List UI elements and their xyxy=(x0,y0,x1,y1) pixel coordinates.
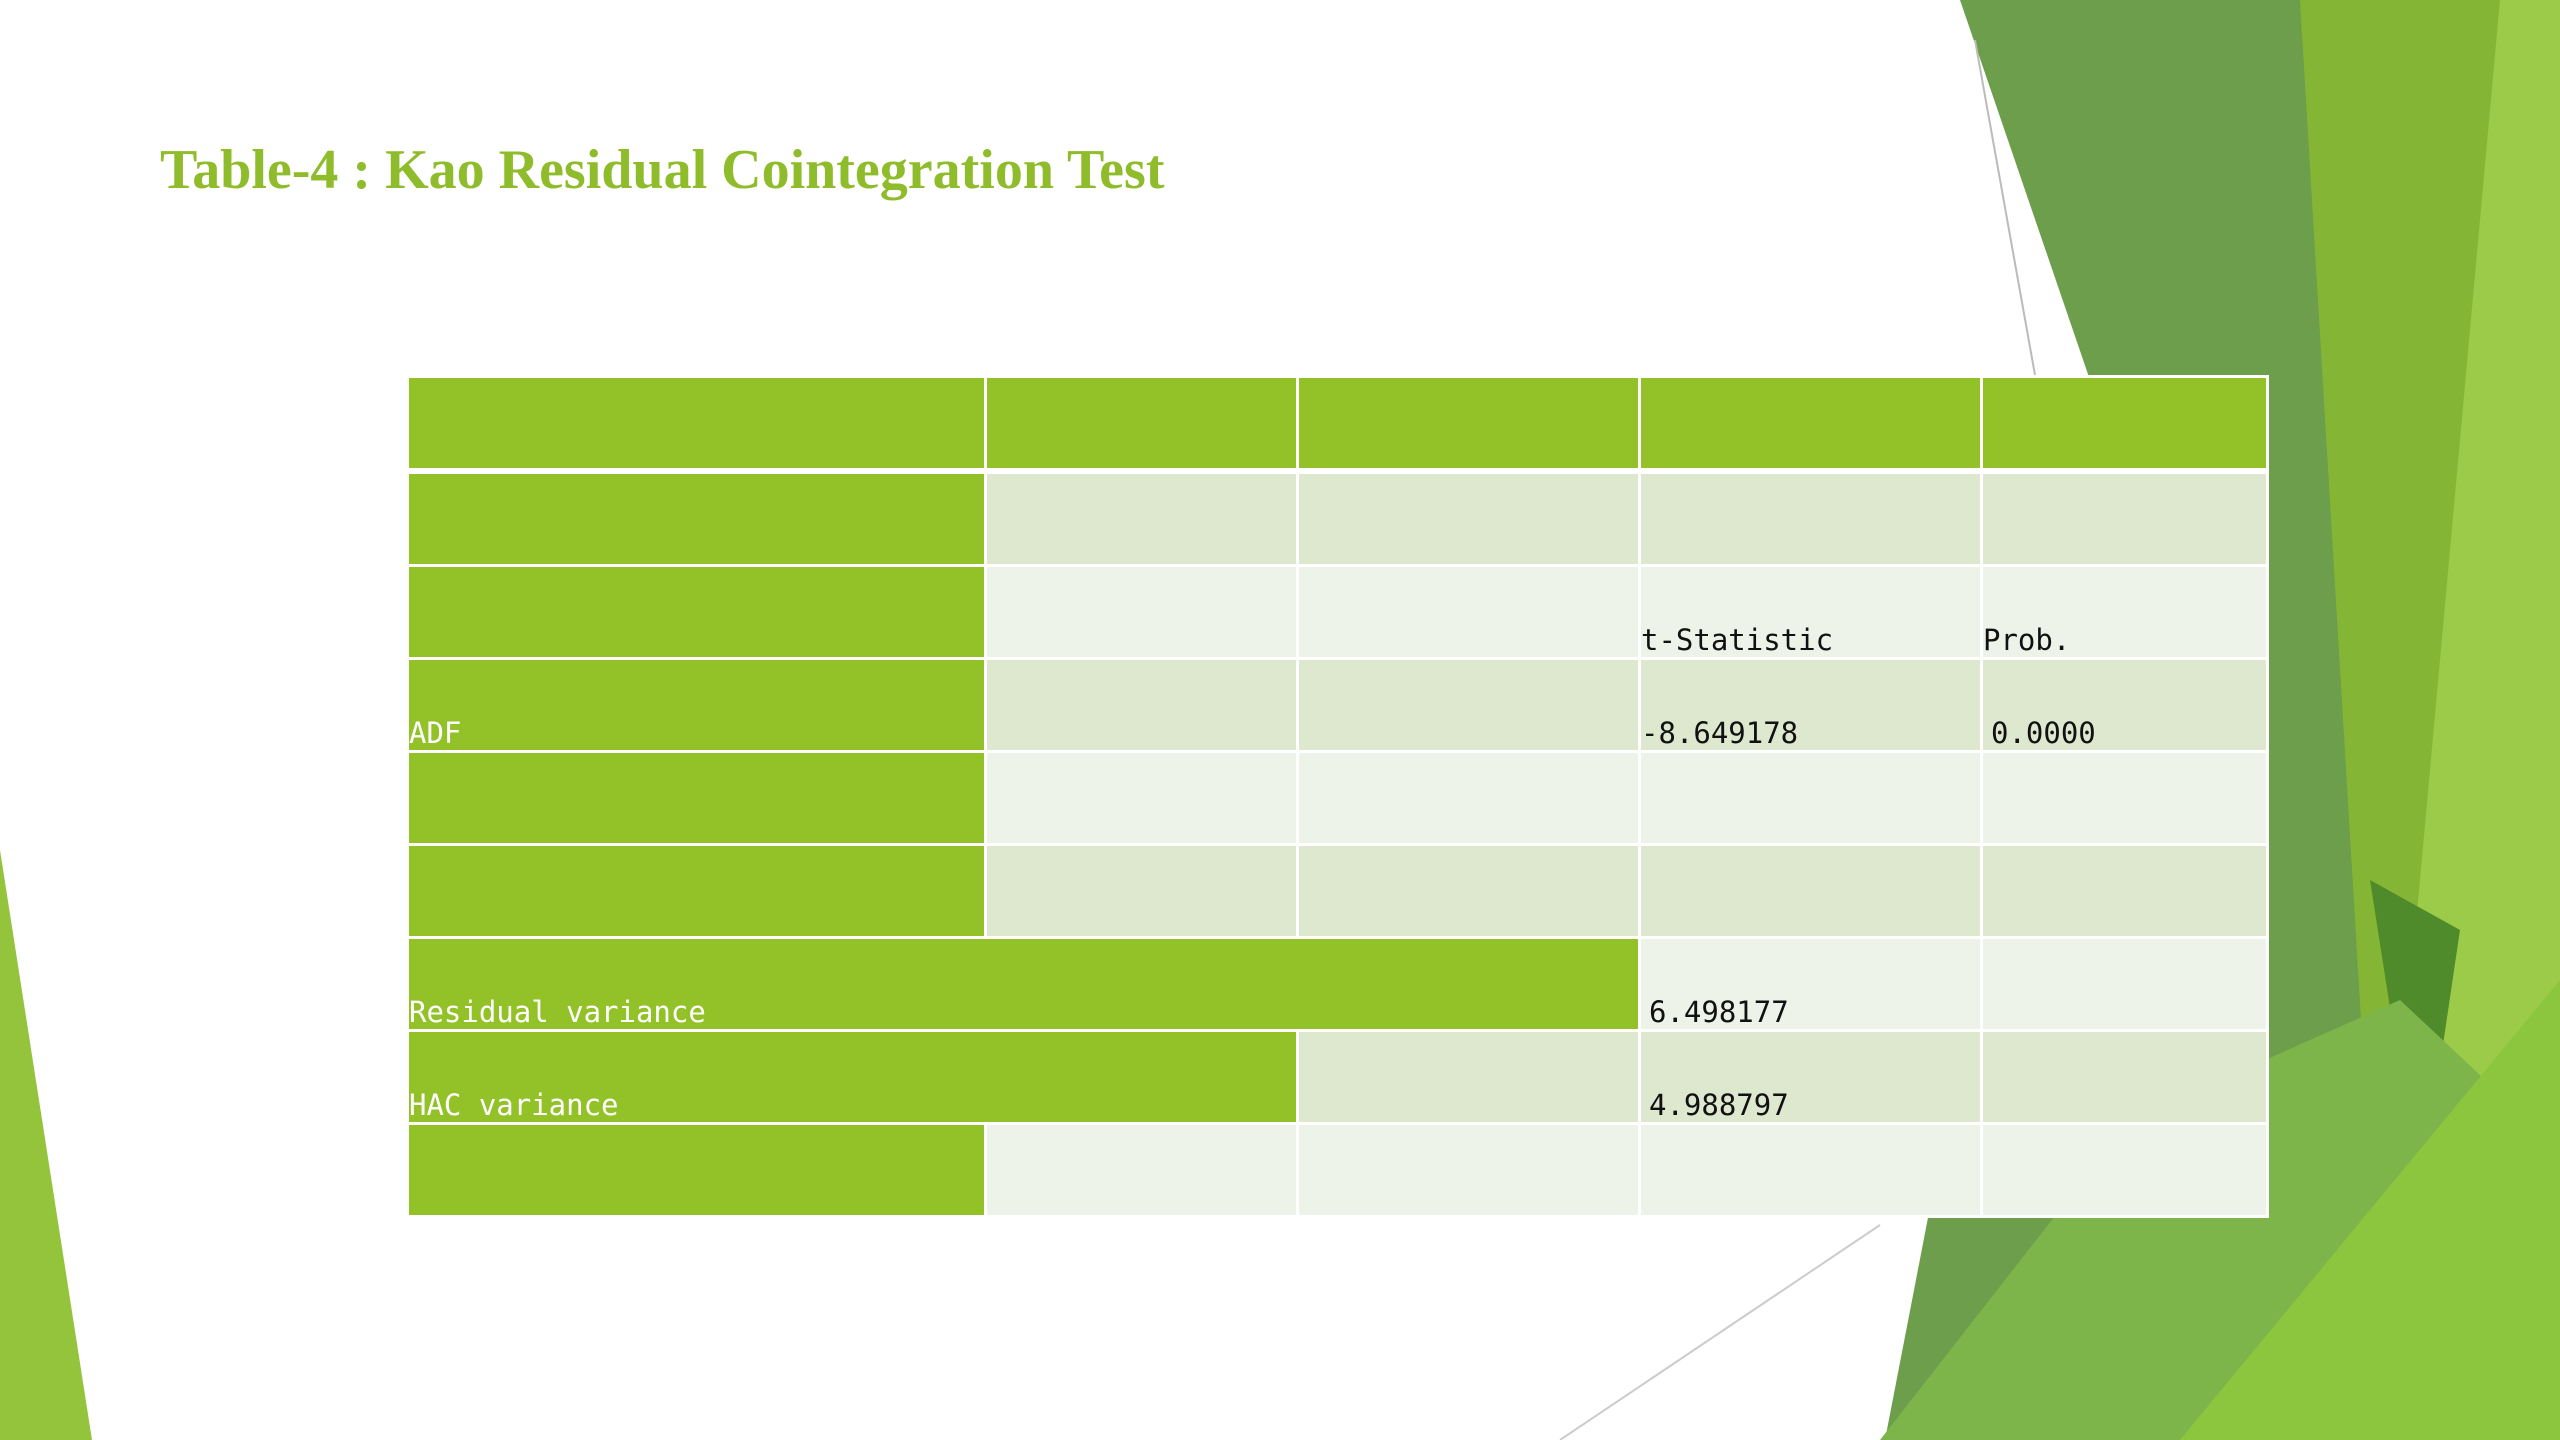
adf-t-statistic: -8.649178 xyxy=(1638,657,1983,753)
table-cell xyxy=(1980,936,2269,1032)
table-cell xyxy=(984,469,1299,567)
table-cell xyxy=(1638,1122,1983,1218)
table-cell xyxy=(984,657,1299,753)
table-cell xyxy=(1296,843,1641,939)
table-cell xyxy=(984,375,1299,474)
table-row xyxy=(406,750,2269,846)
table-row xyxy=(406,1122,2269,1218)
table-cell xyxy=(406,564,987,660)
hac-variance-value: 4.988797 xyxy=(1638,1029,1983,1125)
table-cell xyxy=(1980,1029,2269,1125)
table-cell xyxy=(406,375,987,474)
table-row-adf: ADF -8.649178 0.0000 xyxy=(406,657,2269,753)
table-row xyxy=(406,843,2269,939)
table-cell xyxy=(1638,843,1983,939)
table-cell xyxy=(1296,1029,1641,1125)
table-cell xyxy=(1638,750,1983,846)
decor-line-2 xyxy=(1559,1224,1881,1440)
t-statistic-header: t-Statistic xyxy=(1638,564,1983,660)
table-cell xyxy=(406,1122,987,1218)
table-cell xyxy=(1980,750,2269,846)
adf-prob: 0.0000 xyxy=(1980,657,2269,753)
table-cell xyxy=(1638,375,1983,474)
hac-variance-label: HAC variance xyxy=(406,1029,1299,1125)
table-cell xyxy=(984,750,1299,846)
table-row-residual-variance: Residual variance 6.498177 xyxy=(406,936,2269,1032)
kao-results-table: t-Statistic Prob. ADF -8.649178 0.0000 R… xyxy=(406,375,2269,1218)
table-cell xyxy=(406,843,987,939)
table-cell xyxy=(984,843,1299,939)
table-row-column-headers: t-Statistic Prob. xyxy=(406,564,2269,660)
decor-shape-left xyxy=(0,850,92,1440)
table-cell xyxy=(1980,1122,2269,1218)
table-cell xyxy=(406,750,987,846)
table-row xyxy=(406,469,2269,567)
table-cell xyxy=(406,469,987,567)
prob-header: Prob. xyxy=(1980,564,2269,660)
residual-variance-value: 6.498177 xyxy=(1638,936,1983,1032)
table-header-row xyxy=(406,375,2269,474)
table-cell xyxy=(1296,564,1641,660)
table-cell xyxy=(1980,469,2269,567)
adf-label: ADF xyxy=(406,657,987,753)
table-cell xyxy=(1980,375,2269,474)
table-cell xyxy=(1296,469,1641,567)
table-cell xyxy=(1296,375,1641,474)
table-cell xyxy=(1296,1122,1641,1218)
decor-shape-right-7 xyxy=(2180,980,2560,1440)
table-cell xyxy=(1296,750,1641,846)
table-cell xyxy=(1638,469,1983,567)
decor-line-1 xyxy=(1974,39,2036,376)
residual-variance-label: Residual variance xyxy=(406,936,1641,1032)
slide-title: Table-4 : Kao Residual Cointegration Tes… xyxy=(160,139,1165,201)
table-row-hac-variance: HAC variance 4.988797 xyxy=(406,1029,2269,1125)
table-cell xyxy=(984,1122,1299,1218)
table-cell xyxy=(1296,657,1641,753)
table-cell xyxy=(984,564,1299,660)
table-cell xyxy=(1980,843,2269,939)
